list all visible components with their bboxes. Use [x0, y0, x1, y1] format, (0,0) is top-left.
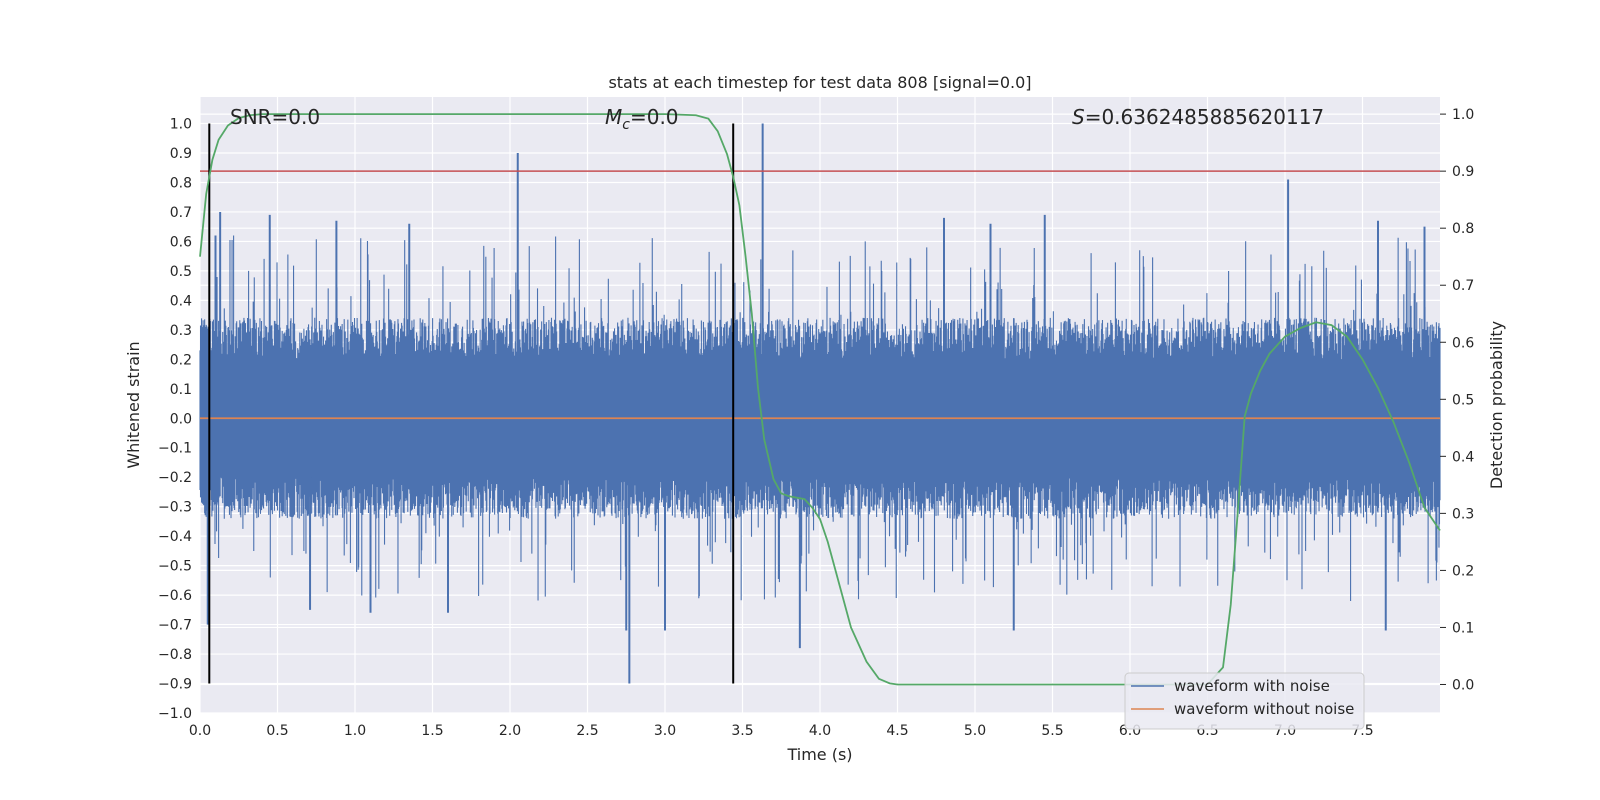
y-tick-label: 0.1	[170, 382, 192, 398]
legend-label-clean: waveform without noise	[1174, 700, 1354, 718]
y-axis-label: Whitened strain	[124, 341, 143, 468]
y-tick-label: −0.3	[158, 500, 192, 516]
legend-label-noise: waveform with noise	[1174, 677, 1330, 695]
y-right-tick-label: 1.0	[1452, 107, 1474, 123]
legend-box	[1124, 672, 1365, 730]
x-tick-label: 2.0	[499, 723, 521, 739]
y-tick-label: −0.7	[158, 618, 192, 634]
x-tick-label: 3.5	[731, 723, 753, 739]
y-right-tick-label: 0.7	[1452, 278, 1474, 294]
y-right-tick-label: 0.3	[1452, 506, 1474, 522]
y-right-tick-label: 0.2	[1452, 563, 1474, 579]
x-tick-label: 4.0	[809, 723, 831, 739]
chirp-mass-subscript: c	[622, 117, 630, 133]
x-tick-label: 0.0	[189, 723, 211, 739]
y-tick-label: −1.0	[158, 706, 192, 722]
y-tick-label: 0.3	[170, 323, 192, 339]
x-axis-label: Time (s)	[786, 745, 852, 764]
legend: waveform with noise waveform without noi…	[1124, 672, 1365, 730]
x-tick-label: 0.5	[266, 723, 288, 739]
score-value: =0.6362485885620117	[1085, 105, 1324, 129]
x-tick-label: 1.5	[421, 723, 443, 739]
x-tick-label: 5.5	[1041, 723, 1063, 739]
line-series	[199, 113, 1441, 686]
chirp-mass-annotation: Mc=0.0	[605, 105, 679, 133]
y-right-tick-label: 0.6	[1452, 335, 1474, 351]
x-tick-label: 4.5	[886, 723, 908, 739]
y-tick-label: −0.8	[158, 647, 192, 663]
chirp-mass-symbol: M	[605, 105, 622, 129]
x-tick-label: 1.0	[344, 723, 366, 739]
x-tick-label: 3.0	[654, 723, 676, 739]
snr-annotation: SNR=0.0	[230, 105, 320, 129]
y-tick-label: −0.6	[158, 588, 192, 604]
y-tick-label: 0.9	[170, 146, 192, 162]
y-tick-label: −0.2	[158, 470, 192, 486]
y-tick-label: −0.9	[158, 677, 192, 693]
y-right-tick-label: 0.0	[1452, 677, 1474, 693]
y-right-tick-label: 0.8	[1452, 221, 1474, 237]
score-symbol: S	[1072, 105, 1085, 129]
y-right-tick-label: 0.5	[1452, 392, 1474, 408]
chirp-mass-value: =0.0	[630, 105, 679, 129]
y-right-tick-label: 0.1	[1452, 620, 1474, 636]
y-right-tick-label: 0.4	[1452, 449, 1474, 465]
y-tick-label: 1.0	[170, 117, 192, 133]
chart-title: stats at each timestep for test data 808…	[608, 73, 1031, 92]
y-axis-right-label: Detection probability	[1487, 321, 1506, 489]
y-tick-label: 0.5	[170, 264, 192, 280]
detection-probability-line	[199, 113, 1441, 686]
y-tick-label: 0.4	[170, 293, 192, 309]
x-tick-label: 5.0	[964, 723, 986, 739]
y-tick-label: −0.1	[158, 441, 192, 457]
y-tick-label: −0.5	[158, 559, 192, 575]
y-tick-label: 0.2	[170, 352, 192, 368]
y-tick-label: 0.7	[170, 205, 192, 221]
y-tick-label: −0.4	[158, 529, 192, 545]
y-right-tick-label: 0.9	[1452, 164, 1474, 180]
y-tick-label: 0.6	[170, 234, 192, 250]
y-tick-label: 0.0	[170, 411, 192, 427]
y-tick-label: 0.8	[170, 175, 192, 191]
score-annotation: S=0.6362485885620117	[1072, 105, 1324, 129]
x-tick-label: 2.5	[576, 723, 598, 739]
axes: 0.0 0.5 1.0 1.5 2.0 2.5 3.0 3.5 4.0 4.5 5.0 5.5 6.0 6…	[158, 107, 1474, 739]
